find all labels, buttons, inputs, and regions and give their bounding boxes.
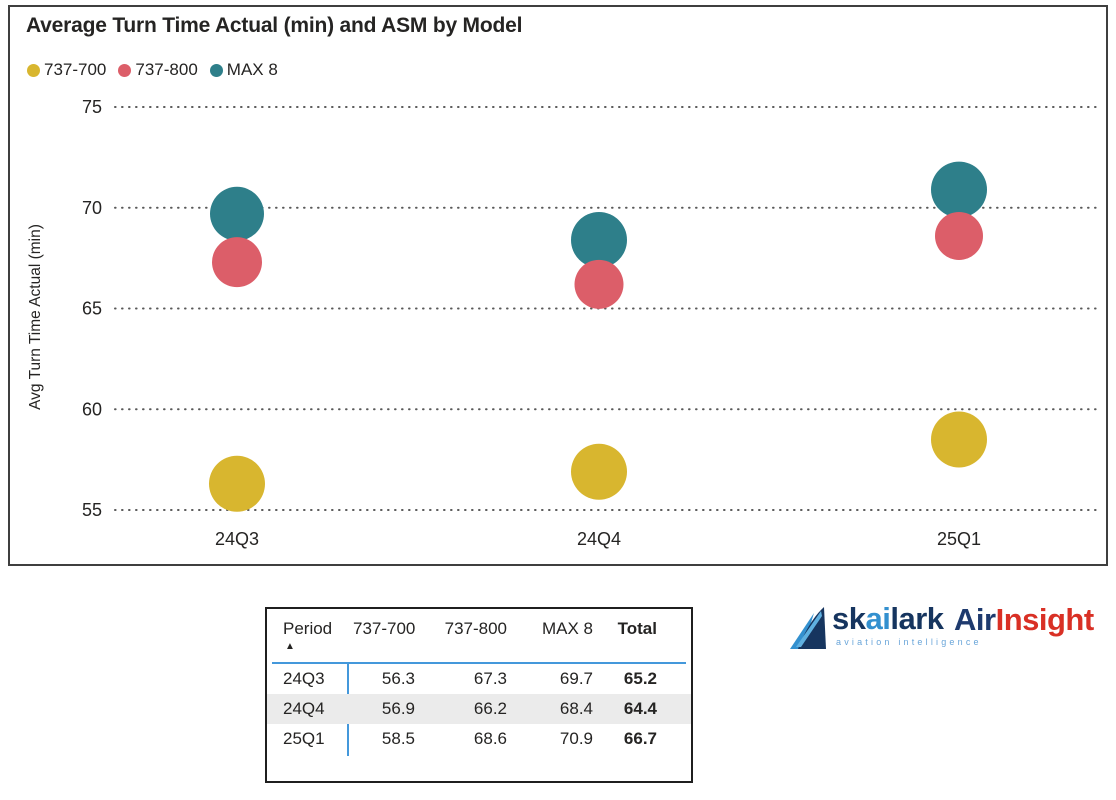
legend-dot-icon — [27, 63, 40, 77]
column-header-Period[interactable]: Period — [283, 619, 333, 638]
legend-dot-icon — [209, 63, 223, 77]
bubble-737-700-24Q3[interactable] — [209, 455, 265, 512]
y-tick-70: 70 — [82, 198, 102, 218]
legend-item-737-800[interactable]: 737-800 — [118, 60, 198, 80]
table-cell: 66.7 — [623, 729, 657, 748]
table-cell: 66.2 — [473, 699, 507, 718]
bubble-737-800-25Q1[interactable] — [935, 211, 983, 260]
table-cell: 64.4 — [623, 699, 657, 718]
header-divider — [272, 662, 686, 664]
chart-legend: 737-700 737-800 MAX 8 — [27, 60, 278, 80]
skailark-text-ai: ai — [865, 601, 891, 636]
bubble-737-700-25Q1[interactable] — [931, 411, 987, 468]
table-cell: 56.3 — [381, 669, 415, 688]
y-tick-55: 55 — [82, 500, 102, 520]
skailark-text-sk: sk — [832, 601, 866, 636]
legend-label: 737-700 — [44, 60, 107, 79]
x-label-24Q4: 24Q4 — [577, 529, 621, 549]
table-cell: 68.6 — [473, 729, 507, 748]
table-cell: 58.5 — [381, 729, 415, 748]
x-label-25Q1: 25Q1 — [937, 529, 981, 549]
table-cell: 67.3 — [473, 669, 507, 688]
skailark-logo-text: skailark — [832, 601, 944, 637]
summary-table-card: Period 737-700 737-800 MAX 8 Total ▲ 24Q3 56.… — [265, 607, 693, 783]
table-row-25Q1[interactable]: 25Q1 58.5 68.6 70.9 66.7 — [267, 724, 691, 754]
table-row-24Q3[interactable]: 24Q3 56.3 67.3 69.7 65.2 — [267, 664, 691, 694]
table-header-row: Period 737-700 737-800 MAX 8 Total — [283, 619, 657, 639]
sort-ascending-icon[interactable]: ▲ — [285, 641, 295, 652]
branding-block: skailark aviation intelligence AirInsigh… — [786, 601, 1116, 663]
bubble-MAX 8-25Q1[interactable] — [931, 161, 987, 218]
x-label-24Q3: 24Q3 — [215, 529, 259, 549]
airinsight-logo-text: AirInsight — [954, 602, 1094, 638]
column-header-737-700[interactable]: 737-700 — [353, 619, 416, 638]
bubble-chart-card: 75 70 65 60 55 Avg Turn Time Actual (min) 24Q3… — [8, 5, 1108, 566]
legend-label: MAX 8 — [226, 60, 278, 79]
legend-label: 737-800 — [135, 60, 198, 79]
table-row-24Q4[interactable]: 24Q4 56.9 66.2 68.4 64.4 — [267, 694, 691, 724]
y-tick-65: 65 — [82, 299, 102, 319]
table-cell: 24Q3 — [283, 669, 325, 688]
y-tick-60: 60 — [82, 399, 102, 419]
skailark-tagline: aviation intelligence — [836, 637, 982, 647]
table-cell: 68.4 — [559, 699, 593, 718]
bubble-737-800-24Q4[interactable] — [574, 259, 624, 309]
column-header-Total[interactable]: Total — [617, 619, 657, 638]
table-cell: 25Q1 — [283, 729, 325, 748]
y-axis-title: Avg Turn Time Actual (min) — [27, 224, 44, 410]
chart-title: Average Turn Time Actual (min) and ASM b… — [26, 14, 523, 37]
table-cell: 69.7 — [559, 669, 593, 688]
y-tick-75: 75 — [82, 97, 102, 117]
airinsight-text-insight: Insight — [995, 602, 1095, 637]
table-body: 24Q3 56.3 67.3 69.7 65.2 24Q4 56.9 66.2 68.4 64.4… — [267, 664, 691, 754]
legend-dot-icon — [118, 63, 132, 77]
bubble-MAX 8-24Q4[interactable] — [571, 211, 627, 268]
scatter-plot: 75 70 65 60 55 Avg Turn Time Actual (min) 24Q3… — [27, 97, 1099, 549]
legend-item-737-700[interactable]: 737-700 — [27, 60, 106, 80]
bubble-MAX 8-24Q3[interactable] — [210, 186, 264, 241]
table-cell: 65.2 — [623, 669, 657, 688]
airinsight-text-air: Air — [954, 602, 996, 637]
column-header-MAX 8[interactable]: MAX 8 — [541, 619, 593, 638]
table-cell: 70.9 — [559, 729, 593, 748]
bubble-737-800-24Q3[interactable] — [212, 237, 262, 288]
column-header-737-800[interactable]: 737-800 — [444, 619, 507, 638]
bubble-737-700-24Q4[interactable] — [571, 443, 627, 500]
table-cell: 56.9 — [381, 699, 415, 718]
table-cell: 24Q4 — [283, 699, 325, 718]
skailark-text-lark: lark — [890, 601, 944, 636]
legend-item-MAX 8[interactable]: MAX 8 — [209, 60, 278, 80]
skailark-tailfin-icon — [790, 607, 826, 649]
